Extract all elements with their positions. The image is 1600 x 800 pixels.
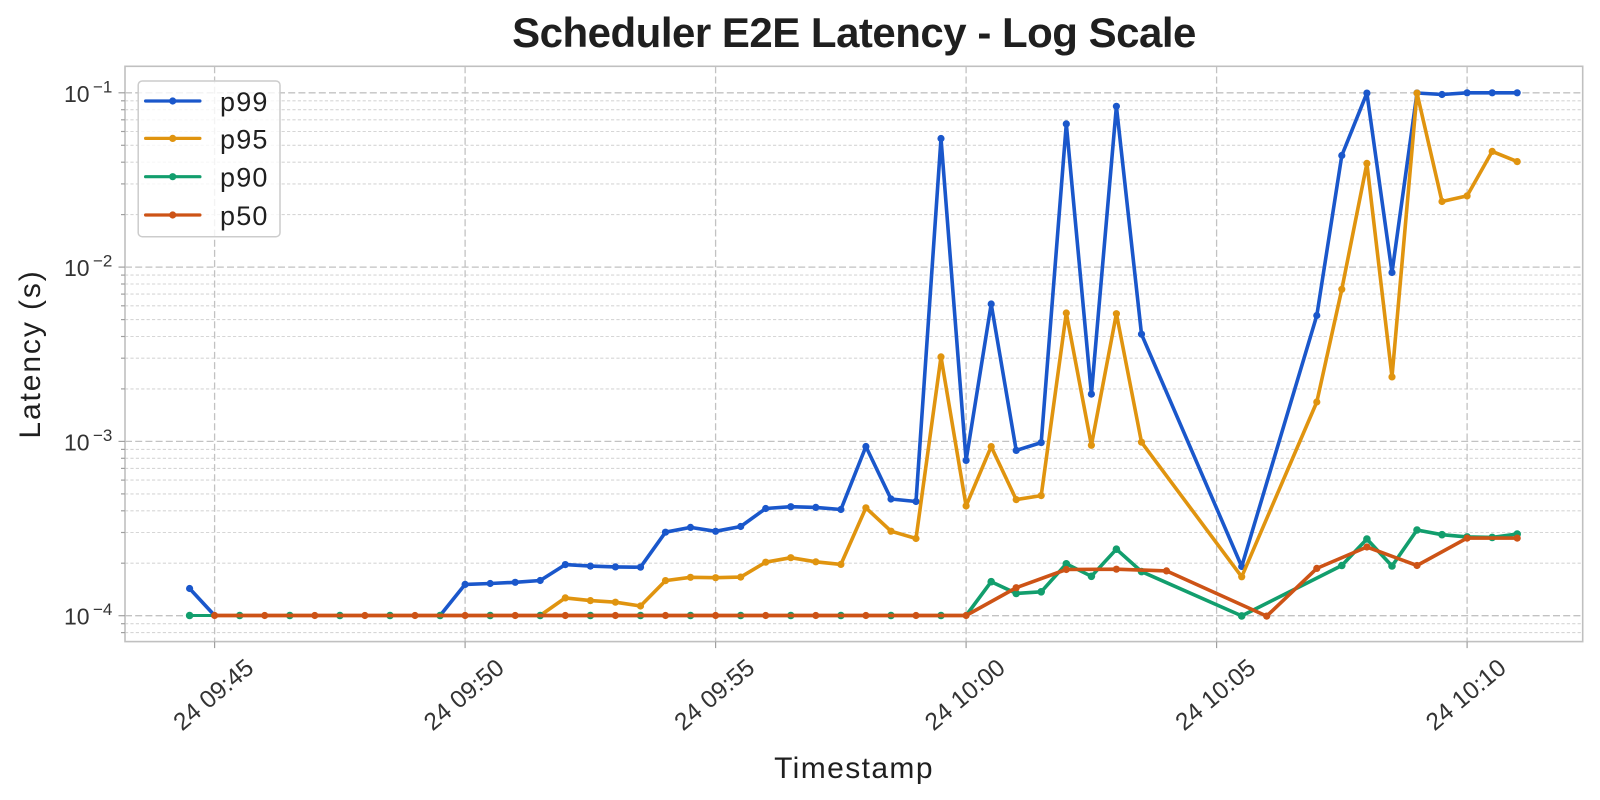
svg-text:10: 10 [64, 81, 90, 107]
svg-text:10: 10 [64, 429, 90, 455]
svg-text:Timestamp: Timestamp [774, 752, 934, 785]
svg-text:Scheduler E2E Latency - Log Sc: Scheduler E2E Latency - Log Scale [512, 9, 1196, 56]
svg-text:−3: −3 [93, 426, 112, 445]
svg-text:p95: p95 [220, 124, 269, 154]
svg-text:10: 10 [64, 255, 90, 281]
svg-text:p50: p50 [220, 201, 269, 231]
svg-text:p99: p99 [220, 87, 269, 117]
svg-text:−1: −1 [93, 77, 112, 96]
svg-text:Latency (s): Latency (s) [14, 269, 47, 438]
svg-text:−4: −4 [93, 600, 112, 619]
svg-text:p90: p90 [220, 163, 269, 193]
svg-text:−2: −2 [93, 252, 112, 271]
svg-text:10: 10 [64, 604, 90, 630]
